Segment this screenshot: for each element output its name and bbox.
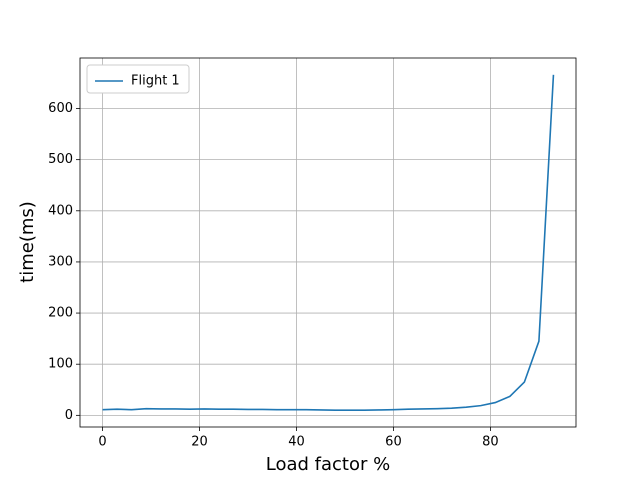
plot-frame [79,57,577,428]
y-tick-label: 0 [65,408,73,423]
x-tick-label: 40 [288,435,305,450]
x-tick-label: 60 [385,435,402,450]
x-axis-label: Load factor % [266,454,390,475]
y-tick-label: 200 [48,306,73,321]
y-tick-label: 600 [48,101,73,116]
y-tick-label: 400 [48,203,73,218]
x-tick-label: 80 [482,435,499,450]
legend-box [86,64,190,94]
y-tick-label: 300 [48,254,73,269]
x-tick-label: 20 [191,435,208,450]
y-tick-label: 100 [48,357,73,372]
line [102,74,555,412]
y-tick-label: 500 [48,152,73,167]
legend-label: Flight 1 [131,74,180,89]
y-axis-label: time(ms) [17,201,38,283]
x-tick-label: 0 [98,435,106,450]
